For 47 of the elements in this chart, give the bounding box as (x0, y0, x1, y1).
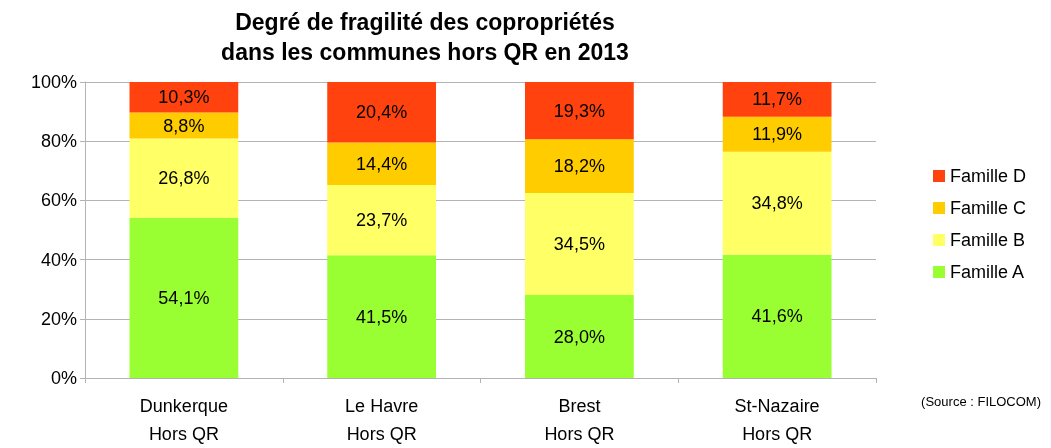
legend-label: Famille D (949, 166, 1027, 186)
data-label: 19,3% (553, 100, 605, 121)
bar (722, 151, 832, 255)
bar (722, 254, 832, 378)
data-label: 23,7% (356, 210, 408, 231)
bar (129, 138, 239, 218)
bar (327, 82, 437, 143)
data-label: 18,2% (553, 156, 605, 177)
data-label: 20,4% (356, 102, 408, 123)
legend-label: Famille B (949, 230, 1026, 250)
bar (129, 112, 239, 139)
bar (129, 217, 239, 378)
bar (524, 193, 634, 296)
y-tick-label: 20% (40, 308, 77, 329)
bar (722, 82, 832, 117)
data-label: 10,3% (158, 87, 210, 108)
bar (327, 255, 437, 378)
data-label: 26,8% (158, 168, 210, 189)
y-tick-label: 60% (40, 190, 77, 211)
data-label: 41,6% (751, 306, 803, 327)
bar (722, 116, 832, 152)
legend-label: Famille A (949, 262, 1025, 282)
chart-title: Degré de fragilité des copropriétés dans les communes hors QR en 2013 (221, 9, 629, 65)
bar (327, 185, 437, 256)
x-tick-label: Dunkerque Hors QR (139, 396, 228, 444)
x-tick-label: St-Nazaire Hors QR (734, 396, 820, 444)
bar (524, 295, 634, 378)
y-tick-label: 80% (40, 131, 77, 152)
data-label: 34,5% (553, 234, 605, 255)
y-tick-label: 0% (50, 368, 77, 388)
x-tick-label: Le Havre Hors QR (345, 396, 419, 444)
data-label: 54,1% (158, 287, 210, 308)
legend-label: Famille C (949, 198, 1027, 218)
data-label: 14,4% (356, 153, 408, 174)
bar (524, 82, 634, 140)
y-tick-label: 100% (30, 72, 77, 92)
data-label: 11,9% (752, 124, 802, 145)
data-label: 8,8% (163, 115, 205, 136)
x-tick-label: Brest Hors QR (544, 396, 615, 444)
data-label: 34,8% (751, 193, 803, 214)
data-label: 41,5% (356, 306, 408, 327)
bar (327, 142, 437, 186)
text: (Source : FILOCOM) (921, 394, 1042, 409)
data-label: 11,7% (752, 89, 802, 110)
bar (524, 139, 634, 193)
y-tick-label: 40% (40, 249, 77, 270)
data-label: 28,0% (553, 326, 605, 347)
